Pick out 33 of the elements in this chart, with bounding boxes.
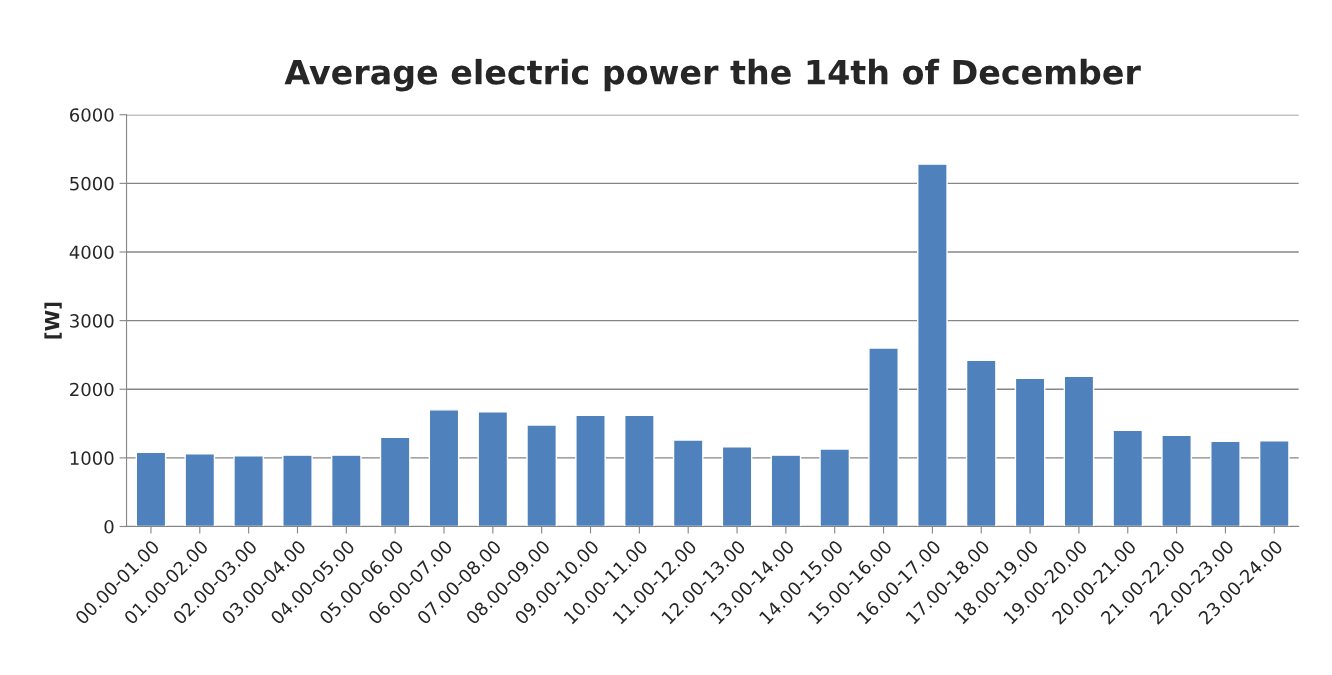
bar [1112,429,1144,527]
bar [917,163,948,527]
bar [672,439,704,527]
y-axis-title: [W] [44,302,62,339]
bar [282,454,313,527]
y-tick-label: 0 [104,519,114,534]
bar [721,446,753,527]
bar [1210,440,1241,527]
bar [1161,434,1192,527]
y-tick-label: 5000 [70,176,114,191]
bar [965,359,997,527]
y-tick-label: 2000 [70,382,114,397]
bar [526,424,558,527]
y-tick-label: 4000 [69,245,114,260]
bar [184,453,216,527]
bar [868,347,899,527]
bar [770,454,802,527]
y-tick-label: 1000 [70,451,114,465]
y-tick-label: 6000 [70,108,114,122]
bar [428,409,460,527]
bar [233,455,264,527]
bar [330,454,362,527]
bar [575,414,606,527]
bar [1063,375,1095,527]
y-tick-label: 3000 [70,314,114,328]
chart-title: Average electric power the 14th of December [284,58,1141,92]
bar [135,451,167,527]
bar [1258,440,1290,527]
bar [379,436,411,527]
bar [1014,377,1046,527]
bar [819,448,851,527]
bar [477,411,509,527]
bar [624,414,655,527]
